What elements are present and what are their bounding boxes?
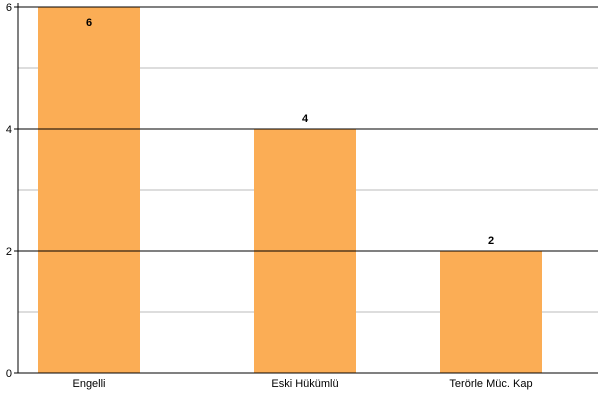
data-labels: 6 4 2 <box>86 17 494 247</box>
data-label-0: 6 <box>86 17 92 29</box>
axes <box>14 3 598 374</box>
y-tick-label-6: 6 <box>6 2 12 14</box>
y-tick-label-4: 4 <box>6 124 12 136</box>
y-tick-label-2: 2 <box>6 246 12 258</box>
x-category-label-0: Engelli <box>72 378 105 390</box>
y-tick-labels: 0 2 4 6 <box>6 2 12 380</box>
x-category-label-1: Eski Hükümlü <box>271 378 338 390</box>
bar-2 <box>440 251 542 373</box>
data-label-2: 2 <box>488 235 494 247</box>
x-category-labels: Engelli Eski Hükümlü Terörle Müc. Kap <box>72 378 532 390</box>
x-category-label-2: Terörle Müc. Kap <box>449 378 532 390</box>
data-label-1: 4 <box>302 113 309 125</box>
bar-0 <box>38 7 140 373</box>
y-tick-label-0: 0 <box>6 368 12 380</box>
